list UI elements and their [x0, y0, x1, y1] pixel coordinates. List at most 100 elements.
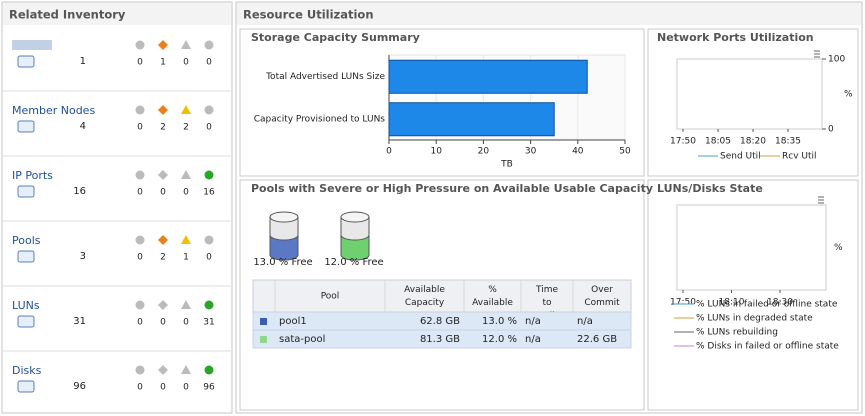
legend-label: Rcv Util — [782, 152, 817, 162]
status-icon — [181, 40, 191, 49]
cylinder-fill — [340, 234, 370, 261]
column-header: Pool — [321, 292, 340, 302]
x-tick-label: 18:20 — [740, 137, 766, 147]
item-icon — [17, 120, 35, 133]
status-count: 31 — [203, 318, 214, 328]
status-icon — [158, 40, 168, 50]
x-tick-label: 40 — [572, 147, 584, 157]
status-count: 0 — [137, 58, 143, 68]
status-count: 1 — [160, 58, 166, 68]
status-count: 0 — [206, 58, 212, 68]
status-count: 0 — [206, 253, 212, 263]
table-cell: n/a — [577, 316, 593, 327]
status-icon — [135, 40, 145, 50]
table-cell: sata-pool — [279, 334, 325, 345]
x-tick-label: 18:35 — [775, 137, 801, 147]
table-row — [252, 329, 632, 349]
utilization-title: Resource Utilization — [243, 8, 374, 22]
item-name[interactable]: IP Ports — [12, 169, 53, 182]
item-count: 96 — [73, 381, 86, 392]
table-cell: 13.0 % — [482, 316, 517, 327]
plot-area — [676, 58, 823, 130]
table-cell: 22.6 GB — [577, 334, 617, 345]
cylinder-top — [340, 211, 370, 223]
legend-label: % LUNs rebuilding — [696, 328, 778, 338]
status-count: 2 — [160, 253, 166, 263]
item-count: 16 — [73, 186, 86, 197]
menu-icon — [814, 50, 820, 58]
table-cell: 12.0 % — [482, 334, 517, 345]
legend-label: % Disks in failed or offline state — [696, 342, 839, 352]
status-icon — [158, 300, 168, 310]
item-name[interactable]: Pools — [12, 234, 41, 247]
status-icon — [135, 300, 145, 310]
status-count: 16 — [203, 188, 215, 198]
utilization-header — [237, 3, 861, 25]
x-tick-label: 18:30 — [767, 298, 793, 308]
network-title: Network Ports Utilization — [657, 31, 814, 44]
y-axis-label: % — [844, 90, 853, 100]
item-name[interactable]: LUNs — [12, 299, 40, 312]
status-count: 0 — [183, 383, 189, 393]
cylinder-fill — [269, 234, 299, 261]
status-count: 0 — [137, 383, 143, 393]
luns-title: LUNs/Disks State — [657, 182, 763, 195]
status-count: 0 — [160, 188, 166, 198]
table-header — [252, 279, 632, 313]
table-cell: n/a — [525, 316, 541, 327]
blurred-name — [12, 40, 52, 50]
status-icon — [135, 105, 145, 115]
status-count: 0 — [183, 318, 189, 328]
x-tick-label: 30 — [525, 147, 537, 157]
status-icon — [181, 300, 191, 309]
status-icon — [181, 365, 191, 374]
x-tick-label: 17:50 — [670, 298, 696, 308]
bar — [388, 59, 588, 94]
x-tick-label: 0 — [386, 147, 392, 157]
bar — [388, 102, 555, 137]
status-icon — [135, 170, 145, 180]
item-count: 1 — [80, 56, 86, 67]
item-count: 3 — [80, 251, 86, 262]
status-count: 0 — [137, 123, 143, 133]
status-icon — [158, 235, 168, 245]
column-header: Over Commit — [584, 285, 620, 308]
x-tick-label: 20 — [478, 147, 490, 157]
status-count: 0 — [137, 318, 143, 328]
item-name[interactable]: Disks — [12, 364, 42, 377]
status-count: 1 — [183, 253, 189, 263]
item-icon — [17, 185, 35, 198]
row-swatch — [260, 318, 267, 325]
pools-title: Pools with Severe or High Pressure on Av… — [251, 182, 653, 195]
status-icon — [181, 105, 191, 114]
x-tick-label: 18:05 — [705, 137, 731, 147]
x-tick-label: 50 — [619, 147, 631, 157]
x-tick-label: 10 — [430, 147, 442, 157]
status-icon — [204, 170, 214, 180]
y-tick-label: Capacity Provisioned to LUNs — [254, 114, 386, 124]
column-header: % Available — [472, 285, 513, 308]
y-tick-label: Total Advertised LUNs Size — [265, 72, 385, 82]
status-count: 0 — [183, 58, 189, 68]
inventory-title: Related Inventory — [9, 8, 126, 22]
legend-label: % LUNs in failed or offline state — [696, 300, 838, 310]
table-cell: 62.8 GB — [420, 316, 460, 327]
status-icon — [204, 300, 214, 310]
table-cell: n/a — [525, 334, 541, 345]
status-icon — [204, 105, 214, 115]
y-tick-label: 100 — [828, 55, 845, 65]
status-icon — [158, 105, 168, 115]
column-header: Available Capacity — [404, 285, 445, 308]
status-icon — [135, 365, 145, 375]
menu-icon — [818, 196, 824, 204]
item-name[interactable]: Member Nodes — [12, 104, 95, 117]
inventory-header — [3, 3, 231, 25]
status-count: 96 — [203, 383, 215, 393]
table-cell: 81.3 GB — [420, 334, 460, 345]
status-icon — [181, 170, 191, 179]
item-count: 4 — [80, 121, 86, 132]
x-tick-label: 17:50 — [670, 137, 696, 147]
status-count: 0 — [160, 318, 166, 328]
legend-label: Send Util — [720, 152, 761, 162]
